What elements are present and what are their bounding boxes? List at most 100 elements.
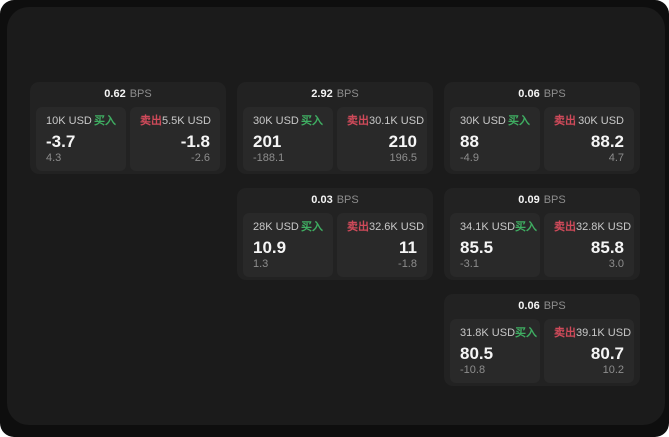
sell-badge: 卖出: [554, 115, 576, 127]
card-body: 28K USD 买入 10.9 1.3 卖出 32.6K USD 11 -1.8: [243, 213, 427, 277]
buy-badge: 买入: [508, 115, 530, 127]
sell-change-value: 4.7: [608, 152, 624, 164]
sell-tile-header: 卖出 39.1K USD: [554, 327, 631, 340]
buy-change-value: 1.3: [253, 258, 269, 270]
buy-badge: 买入: [301, 115, 323, 127]
buy-change-value: -4.9: [460, 152, 479, 164]
buy-tile[interactable]: 34.1K USD 买入 85.5 -3.1: [450, 213, 540, 277]
sell-change-value: 10.2: [602, 364, 624, 376]
bps-unit-label: BPS: [336, 88, 359, 100]
buy-tile[interactable]: 28K USD 买入 10.9 1.3: [243, 213, 333, 277]
card-body: 30K USD 买入 88 -4.9 卖出 30K USD 88.2 4.7: [450, 107, 634, 171]
buy-main-value: 201: [253, 132, 282, 151]
bps-unit-label: BPS: [336, 194, 359, 206]
buy-tile-header: 30K USD 买入: [460, 115, 530, 128]
bps-value: 2.92: [311, 88, 333, 100]
buy-tile-header: 31.8K USD 买入: [460, 327, 537, 340]
sell-tile-header: 卖出 32.8K USD: [554, 221, 631, 234]
sell-tile-header: 卖出 30.1K USD: [347, 115, 424, 128]
buy-main-value: 85.5: [460, 238, 494, 257]
card-header: 0.06 BPS: [444, 294, 640, 319]
bps-value: 0.06: [518, 88, 540, 100]
sell-tile[interactable]: 卖出 32.6K USD 11 -1.8: [337, 213, 427, 277]
quote-card: 0.03 BPS 28K USD 买入 10.9 1.3 卖出 32.6K US…: [237, 188, 433, 280]
sell-main-value: 210: [388, 132, 417, 151]
card-body: 34.1K USD 买入 85.5 -3.1 卖出 32.8K USD 85.8…: [450, 213, 634, 277]
quote-card: 0.06 BPS 31.8K USD 买入 80.5 -10.8 卖出 39.1…: [444, 294, 640, 386]
buy-change-value: -10.8: [460, 364, 486, 376]
buy-amount-label: 31.8K USD: [460, 327, 516, 339]
sell-main-value: 11: [399, 238, 417, 257]
buy-amount-label: 28K USD: [253, 221, 299, 233]
card-body: 31.8K USD 买入 80.5 -10.8 卖出 39.1K USD 80.…: [450, 319, 634, 383]
buy-main-value: 10.9: [253, 238, 287, 257]
buy-badge: 买入: [94, 115, 116, 127]
sell-badge: 卖出: [347, 221, 369, 233]
sell-tile[interactable]: 卖出 32.8K USD 85.8 3.0: [544, 213, 634, 277]
bps-value: 0.09: [518, 194, 540, 206]
card-header: 0.06 BPS: [444, 82, 640, 107]
bps-unit-label: BPS: [543, 194, 566, 206]
sell-tile[interactable]: 卖出 5.5K USD -1.8 -2.6: [130, 107, 220, 171]
sell-amount-label: 39.1K USD: [576, 327, 632, 339]
bps-value: 0.06: [518, 300, 540, 312]
buy-tile-header: 28K USD 买入: [253, 221, 323, 234]
bps-unit-label: BPS: [543, 88, 566, 100]
sell-badge: 卖出: [554, 221, 576, 233]
buy-badge: 买入: [515, 221, 538, 233]
sell-amount-label: 5.5K USD: [162, 115, 211, 127]
card-header: 0.03 BPS: [237, 188, 433, 213]
sell-tile[interactable]: 卖出 30K USD 88.2 4.7: [544, 107, 634, 171]
buy-tile-header: 30K USD 买入: [253, 115, 323, 128]
buy-tile[interactable]: 30K USD 买入 201 -188.1: [243, 107, 333, 171]
card-body: 30K USD 买入 201 -188.1 卖出 30.1K USD 210 1…: [243, 107, 427, 171]
sell-main-value: -1.8: [180, 132, 210, 151]
buy-tile[interactable]: 30K USD 买入 88 -4.9: [450, 107, 540, 171]
buy-main-value: 80.5: [460, 344, 494, 363]
sell-main-value: 85.8: [590, 238, 624, 257]
card-body: 10K USD 买入 -3.7 4.3 卖出 5.5K USD -1.8 -2.…: [36, 107, 220, 171]
buy-tile-header: 10K USD 买入: [46, 115, 116, 128]
buy-change-value: -188.1: [253, 152, 285, 164]
sell-tile[interactable]: 卖出 30.1K USD 210 196.5: [337, 107, 427, 171]
sell-tile-header: 卖出 32.6K USD: [347, 221, 424, 234]
quote-card: 0.06 BPS 30K USD 买入 88 -4.9 卖出 30K USD 8…: [444, 82, 640, 174]
sell-change-value: 196.5: [389, 152, 417, 164]
sell-badge: 卖出: [347, 115, 369, 127]
quote-card: 2.92 BPS 30K USD 买入 201 -188.1 卖出 30.1K …: [237, 82, 433, 174]
buy-main-value: -3.7: [46, 132, 76, 151]
buy-amount-label: 30K USD: [460, 115, 506, 127]
sell-amount-label: 32.6K USD: [369, 221, 425, 233]
bps-value: 0.62: [104, 88, 126, 100]
card-header: 2.92 BPS: [237, 82, 433, 107]
sell-amount-label: 30.1K USD: [369, 115, 425, 127]
sell-tile-header: 卖出 30K USD: [554, 115, 624, 128]
sell-tile-header: 卖出 5.5K USD: [140, 115, 211, 128]
buy-tile[interactable]: 31.8K USD 买入 80.5 -10.8: [450, 319, 540, 383]
bps-unit-label: BPS: [543, 300, 566, 312]
quote-card: 0.09 BPS 34.1K USD 买入 85.5 -3.1 卖出 32.8K…: [444, 188, 640, 280]
sell-badge: 卖出: [554, 327, 576, 339]
cards-grid: 0.62 BPS 10K USD 买入 -3.7 4.3 卖出 5.5K USD…: [30, 82, 640, 386]
sell-change-value: -2.6: [191, 152, 210, 164]
sell-amount-label: 30K USD: [578, 115, 624, 127]
buy-change-value: -3.1: [460, 258, 479, 270]
bps-value: 0.03: [311, 194, 333, 206]
buy-change-value: 4.3: [46, 152, 62, 164]
sell-change-value: 3.0: [608, 258, 624, 270]
card-header: 0.62 BPS: [30, 82, 226, 107]
sell-main-value: 80.7: [590, 344, 624, 363]
sell-main-value: 88.2: [590, 132, 624, 151]
buy-badge: 买入: [301, 221, 323, 233]
sell-change-value: -1.8: [398, 258, 417, 270]
buy-badge: 买入: [515, 327, 538, 339]
buy-amount-label: 30K USD: [253, 115, 299, 127]
quote-card: 0.62 BPS 10K USD 买入 -3.7 4.3 卖出 5.5K USD…: [30, 82, 226, 174]
sell-amount-label: 32.8K USD: [576, 221, 632, 233]
buy-amount-label: 34.1K USD: [460, 221, 516, 233]
buy-tile[interactable]: 10K USD 买入 -3.7 4.3: [36, 107, 126, 171]
sell-tile[interactable]: 卖出 39.1K USD 80.7 10.2: [544, 319, 634, 383]
buy-tile-header: 34.1K USD 买入: [460, 221, 537, 234]
buy-main-value: 88: [460, 132, 479, 151]
